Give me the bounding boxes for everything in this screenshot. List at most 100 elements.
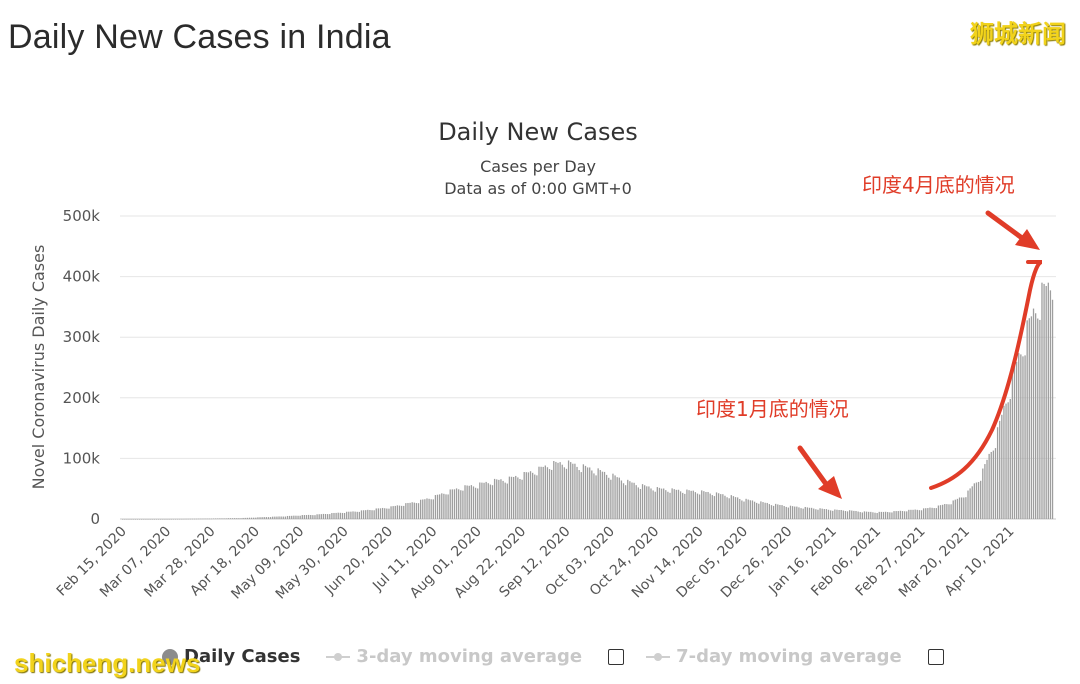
bar xyxy=(922,508,925,519)
bar xyxy=(927,508,929,519)
bar xyxy=(610,479,612,519)
bar xyxy=(280,516,282,519)
checkbox-7day[interactable] xyxy=(927,648,944,665)
bar xyxy=(195,518,198,520)
bar xyxy=(990,451,992,519)
bar xyxy=(269,517,272,519)
annotation-arrowhead-jan xyxy=(818,476,842,499)
bar xyxy=(956,498,959,519)
bar xyxy=(813,508,815,519)
bar xyxy=(574,463,576,519)
y-tick-label: 300k xyxy=(63,328,101,346)
legend-7day-average[interactable]: 7-day moving average xyxy=(646,646,902,667)
bar xyxy=(445,494,447,519)
bar xyxy=(779,504,781,519)
bar xyxy=(631,482,633,519)
bar xyxy=(536,475,538,519)
bar xyxy=(179,518,181,520)
bar xyxy=(967,490,969,519)
bar xyxy=(980,480,982,519)
bar xyxy=(548,469,551,519)
bar xyxy=(413,502,415,519)
bar xyxy=(897,511,899,519)
bar xyxy=(717,493,720,519)
bar xyxy=(128,519,130,520)
bar xyxy=(783,506,785,519)
bar xyxy=(948,504,950,519)
y-axis-ticks: 0 100k 200k 300k 400k 500k xyxy=(63,207,101,528)
bar xyxy=(143,518,145,520)
bar xyxy=(299,515,301,519)
bar xyxy=(690,490,692,519)
bar xyxy=(164,518,166,520)
bar xyxy=(367,509,369,519)
bar xyxy=(377,508,380,519)
bar xyxy=(293,515,295,519)
bar xyxy=(884,511,887,519)
bar xyxy=(510,476,513,519)
bar xyxy=(785,506,787,519)
checkbox-3day[interactable] xyxy=(608,648,625,665)
bar xyxy=(521,479,523,519)
y-tick-label: 0 xyxy=(90,510,100,528)
y-tick-label: 400k xyxy=(63,268,101,286)
bar xyxy=(284,516,287,519)
bar xyxy=(593,473,595,519)
bar xyxy=(872,512,874,519)
bar xyxy=(810,507,813,519)
bar xyxy=(637,487,639,519)
bar xyxy=(426,498,428,519)
bar xyxy=(874,512,876,519)
bar xyxy=(654,491,656,519)
annotation-jan: 印度1月底的情况 xyxy=(696,397,849,421)
y-tick-label: 100k xyxy=(63,449,101,467)
bar xyxy=(855,510,857,519)
bar xyxy=(1026,320,1028,519)
bar xyxy=(134,519,136,520)
legend-3day-average[interactable]: 3-day moving average xyxy=(326,646,582,667)
bar xyxy=(635,485,637,519)
bar xyxy=(208,518,210,520)
bar xyxy=(751,500,754,519)
bar xyxy=(745,498,747,519)
bar xyxy=(804,506,806,519)
bar xyxy=(168,518,170,520)
bar xyxy=(770,505,773,519)
bar xyxy=(276,516,278,519)
bar xyxy=(747,499,749,519)
brand-watermark-top: 狮城新闻 xyxy=(970,20,1066,48)
bar xyxy=(694,492,697,519)
line-marker-icon xyxy=(326,649,351,665)
bar xyxy=(916,509,918,519)
bar xyxy=(339,512,341,519)
bar xyxy=(390,506,392,519)
bar xyxy=(802,508,804,519)
bar xyxy=(231,518,234,519)
circle-icon xyxy=(162,648,178,665)
bar xyxy=(555,461,557,519)
bar xyxy=(994,448,997,519)
bar xyxy=(333,512,335,519)
legend-7day-label: 7-day moving average xyxy=(676,646,902,667)
bar xyxy=(853,510,855,519)
legend-daily-cases[interactable]: Daily Cases xyxy=(162,646,300,667)
bar xyxy=(984,464,986,519)
bar xyxy=(1037,318,1039,519)
bar xyxy=(684,493,686,519)
bar xyxy=(819,508,821,519)
bar xyxy=(1028,318,1030,519)
bar xyxy=(920,510,923,519)
bar xyxy=(944,504,946,519)
bar xyxy=(352,511,354,519)
bar xyxy=(832,510,834,519)
bar xyxy=(512,476,515,519)
bar xyxy=(210,518,213,520)
bar xyxy=(242,517,244,519)
bar xyxy=(908,509,910,519)
bar xyxy=(591,470,593,519)
bar xyxy=(348,511,350,519)
bar xyxy=(272,516,274,519)
bar xyxy=(415,503,418,519)
y-axis-label: Novel Coronavirus Daily Cases xyxy=(29,245,48,490)
